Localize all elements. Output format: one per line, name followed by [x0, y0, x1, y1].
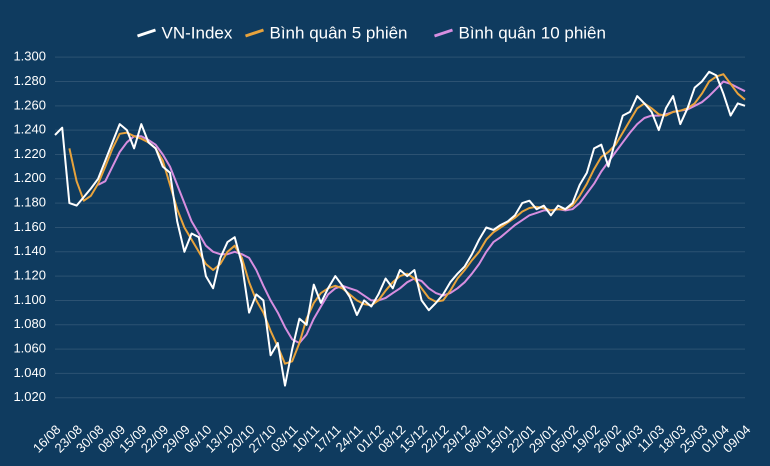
- legend-swatch: [245, 28, 264, 38]
- y-tick-label: 1.240: [13, 122, 46, 137]
- y-tick-label: 1.260: [13, 97, 46, 112]
- y-tick-label: 1.180: [13, 195, 46, 210]
- y-tick-label: 1.280: [13, 73, 46, 88]
- y-tick-label: 1.300: [13, 49, 46, 64]
- legend-label: Bình quân 5 phiên: [270, 23, 408, 42]
- series-line: [54, 70, 746, 387]
- y-tick-label: 1.080: [13, 316, 46, 331]
- legend-label: VN-Index: [162, 23, 233, 42]
- y-tick-label: 1.060: [13, 341, 46, 356]
- y-tick-label: 1.200: [13, 170, 46, 185]
- y-tick-label: 1.140: [13, 243, 46, 258]
- y-tick-label: 1.160: [13, 219, 46, 234]
- y-tick-label: 1.100: [13, 292, 46, 307]
- y-tick-label: 1.020: [13, 389, 46, 404]
- legend-swatch: [137, 28, 156, 38]
- series-line: [68, 73, 746, 365]
- y-tick-label: 1.220: [13, 146, 46, 161]
- y-tick-label: 1.120: [13, 268, 46, 283]
- y-tick-label: 1.040: [13, 365, 46, 380]
- legend-label: Bình quân 10 phiên: [459, 23, 606, 42]
- legend-swatch: [434, 28, 453, 38]
- series-line: [97, 80, 746, 344]
